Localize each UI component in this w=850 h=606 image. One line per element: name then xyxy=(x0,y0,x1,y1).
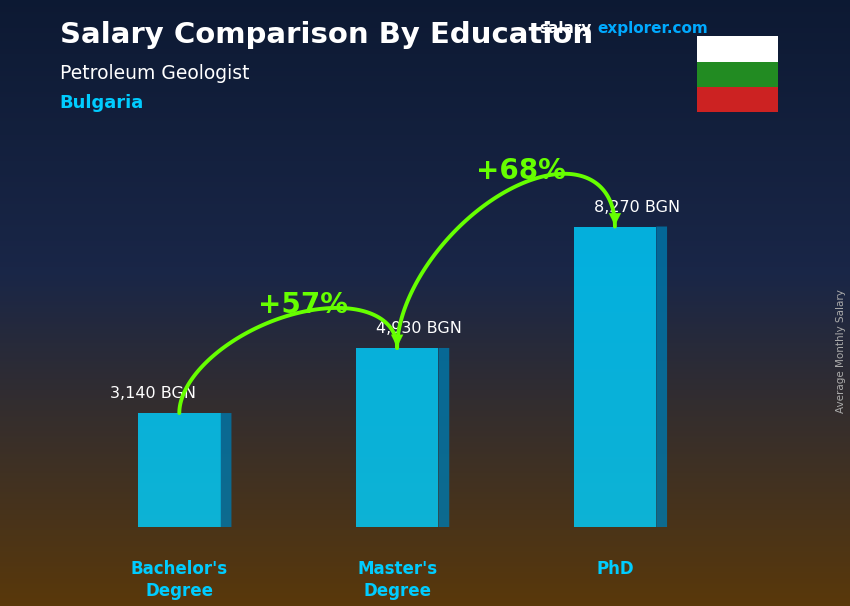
Text: Bachelor's
Degree: Bachelor's Degree xyxy=(131,560,228,600)
FancyBboxPatch shape xyxy=(355,348,439,527)
Polygon shape xyxy=(656,227,667,527)
Text: Master's
Degree: Master's Degree xyxy=(357,560,437,600)
Bar xyxy=(697,87,778,112)
Text: salary: salary xyxy=(540,21,592,36)
Text: +57%: +57% xyxy=(258,291,348,319)
Text: 4,930 BGN: 4,930 BGN xyxy=(376,321,462,336)
Text: explorer.com: explorer.com xyxy=(598,21,708,36)
Bar xyxy=(697,36,778,62)
Text: PhD: PhD xyxy=(596,560,634,578)
Text: 3,140 BGN: 3,140 BGN xyxy=(110,387,196,401)
Polygon shape xyxy=(221,413,231,527)
Text: Bulgaria: Bulgaria xyxy=(60,94,144,112)
Text: Petroleum Geologist: Petroleum Geologist xyxy=(60,64,249,82)
FancyBboxPatch shape xyxy=(138,413,221,527)
Text: Average Monthly Salary: Average Monthly Salary xyxy=(836,290,846,413)
FancyBboxPatch shape xyxy=(574,227,656,527)
Bar xyxy=(697,62,778,87)
Polygon shape xyxy=(439,348,450,527)
Text: Salary Comparison By Education: Salary Comparison By Education xyxy=(60,21,592,49)
Text: +68%: +68% xyxy=(476,157,566,185)
Text: 8,270 BGN: 8,270 BGN xyxy=(593,200,680,215)
